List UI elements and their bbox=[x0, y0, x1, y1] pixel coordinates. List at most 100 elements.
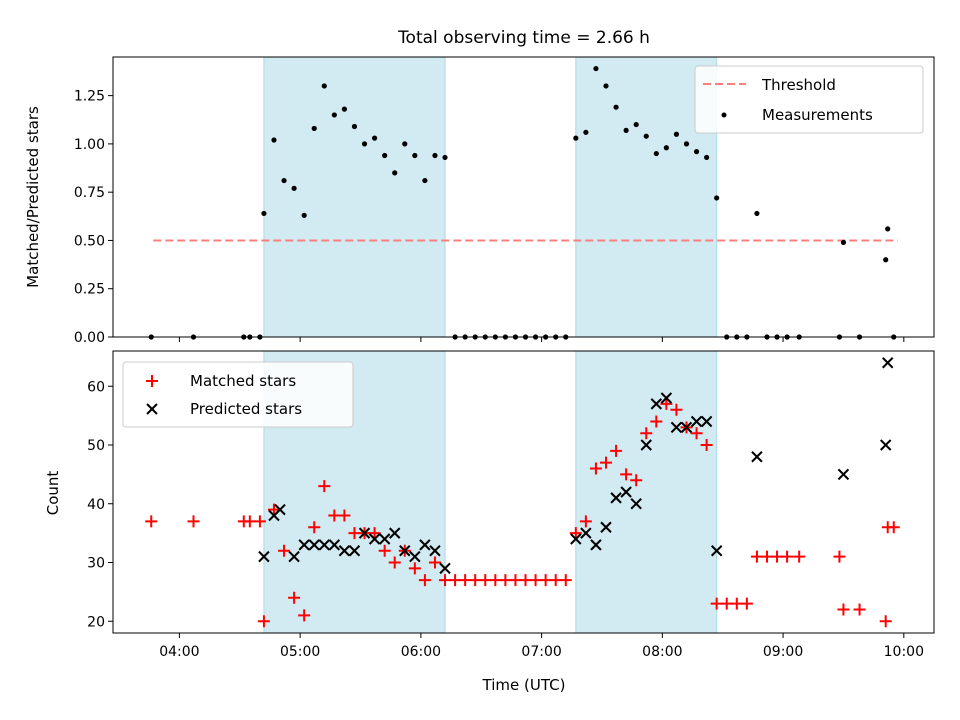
top-y-tick-label: 1.25 bbox=[74, 89, 105, 105]
matched-star-point bbox=[670, 403, 683, 416]
ratio-panel: 0.00 0.25 0.50 0.75 1.00 1.25 Matched/Predict… bbox=[24, 56, 935, 346]
matched-star-point bbox=[388, 556, 401, 569]
bottom-y-tick-label: 60 bbox=[87, 379, 105, 395]
predicted-star-point bbox=[670, 421, 683, 434]
bottom-y-tick-label: 20 bbox=[87, 614, 105, 630]
top-x-axis-ticks bbox=[178, 337, 905, 342]
matched-star-point bbox=[489, 574, 502, 587]
matched-star-point bbox=[569, 527, 582, 540]
bottom-y-axis-ticks: 20 30 40 50 60 bbox=[87, 379, 113, 630]
x-axis-label: Time (UTC) bbox=[482, 676, 566, 694]
measurement-point bbox=[412, 152, 418, 159]
matched-star-point bbox=[479, 574, 492, 587]
bottom-axes-frame bbox=[112, 350, 935, 634]
predicted-star-point bbox=[690, 415, 703, 428]
matched-star-point bbox=[187, 515, 200, 528]
matched-star-point bbox=[853, 603, 866, 616]
x-tick-label: 06:00 bbox=[401, 644, 441, 660]
predicted-star-point bbox=[288, 550, 300, 563]
predicted-star-point bbox=[600, 521, 612, 533]
count-panel: 20 30 40 50 60 04:00 05:00 06:00 07:00 08:00 09:0… bbox=[44, 350, 935, 694]
measurement-point bbox=[301, 212, 307, 218]
top-shaded-interval bbox=[263, 56, 446, 338]
matched-star-point bbox=[793, 550, 806, 563]
top-y-tick-label: 1.00 bbox=[74, 137, 105, 153]
bottom-legend: Matched stars Predicted stars bbox=[122, 361, 354, 428]
matched-star-point bbox=[559, 574, 572, 587]
matched-star-point bbox=[298, 609, 311, 622]
matched-star-point bbox=[449, 574, 462, 587]
predicted-star-point bbox=[258, 550, 270, 563]
predicted-star-point bbox=[399, 545, 411, 557]
matched-star-point bbox=[509, 574, 522, 587]
measurement-point bbox=[311, 125, 317, 132]
measurement-point bbox=[573, 135, 579, 141]
predicted-star-point bbox=[590, 539, 602, 551]
threshold-legend-label: Threshold bbox=[761, 76, 836, 94]
matched-star-point bbox=[328, 509, 341, 522]
measurement-point bbox=[754, 210, 760, 217]
matched-star-point bbox=[338, 509, 351, 522]
matched-star-point bbox=[781, 550, 794, 563]
matched-star-point bbox=[368, 527, 381, 540]
predicted-star-point bbox=[680, 421, 693, 434]
matched-star-point bbox=[145, 515, 158, 528]
measurements-legend-swatch bbox=[721, 112, 727, 118]
matched-star-point bbox=[600, 456, 613, 469]
predicted-star-point bbox=[419, 539, 431, 551]
figure-title: Total observing time = 2.66 h bbox=[397, 28, 650, 48]
matched-star-point bbox=[730, 597, 743, 610]
matched-star-point bbox=[459, 574, 472, 587]
matched-star-point bbox=[710, 597, 723, 610]
matched-star-point bbox=[288, 591, 301, 604]
matched-stars-series bbox=[145, 397, 900, 628]
measurement-point bbox=[583, 129, 589, 135]
matched-star-point bbox=[771, 550, 784, 563]
top-legend: Threshold Measurements bbox=[694, 65, 924, 134]
predicted-legend-swatch bbox=[146, 403, 158, 415]
matched-star-point bbox=[428, 556, 441, 569]
matched-star-point bbox=[439, 574, 452, 587]
measurement-point bbox=[663, 145, 669, 151]
predicted-star-point bbox=[274, 503, 286, 516]
measurement-point bbox=[432, 152, 438, 159]
bottom-y-axis-label: Count bbox=[44, 471, 62, 516]
matched-star-point bbox=[267, 503, 280, 516]
top-shaded-intervals bbox=[263, 56, 718, 338]
predicted-star-point bbox=[308, 539, 320, 551]
matched-star-point bbox=[760, 550, 773, 563]
predicted-star-point bbox=[358, 527, 371, 539]
measurement-point bbox=[271, 137, 277, 143]
matched-star-point bbox=[640, 427, 653, 440]
measurement-point bbox=[633, 121, 639, 128]
predicted-star-point bbox=[879, 439, 892, 451]
measurement-point bbox=[643, 133, 649, 139]
matched-star-point bbox=[650, 415, 663, 428]
measurement-point bbox=[883, 257, 889, 263]
matched-legend-label: Matched stars bbox=[190, 372, 296, 390]
top-y-tick-label: 0.00 bbox=[74, 330, 105, 346]
measurement-point bbox=[673, 131, 680, 137]
matched-star-point bbox=[539, 574, 552, 587]
top-legend-box bbox=[694, 65, 924, 134]
bottom-y-tick-label: 30 bbox=[87, 556, 105, 572]
matched-star-point bbox=[887, 521, 900, 534]
x-tick-label: 04:00 bbox=[159, 644, 199, 660]
matched-star-point bbox=[620, 468, 633, 481]
measurement-point bbox=[392, 170, 398, 176]
measurement-point bbox=[351, 123, 358, 130]
matched-star-point bbox=[549, 574, 562, 587]
measurement-point bbox=[704, 154, 710, 161]
matched-star-point bbox=[408, 562, 421, 575]
measurement-point bbox=[291, 185, 297, 191]
measurement-point bbox=[341, 106, 348, 112]
top-shaded-interval bbox=[575, 56, 718, 338]
predicted-stars-series bbox=[258, 357, 894, 575]
matched-star-point bbox=[589, 462, 602, 475]
matched-star-point bbox=[720, 597, 733, 610]
measurement-point bbox=[331, 112, 337, 118]
bottom-y-tick-label: 40 bbox=[87, 497, 105, 513]
matched-star-point bbox=[660, 397, 673, 410]
top-axes-frame bbox=[112, 56, 935, 338]
